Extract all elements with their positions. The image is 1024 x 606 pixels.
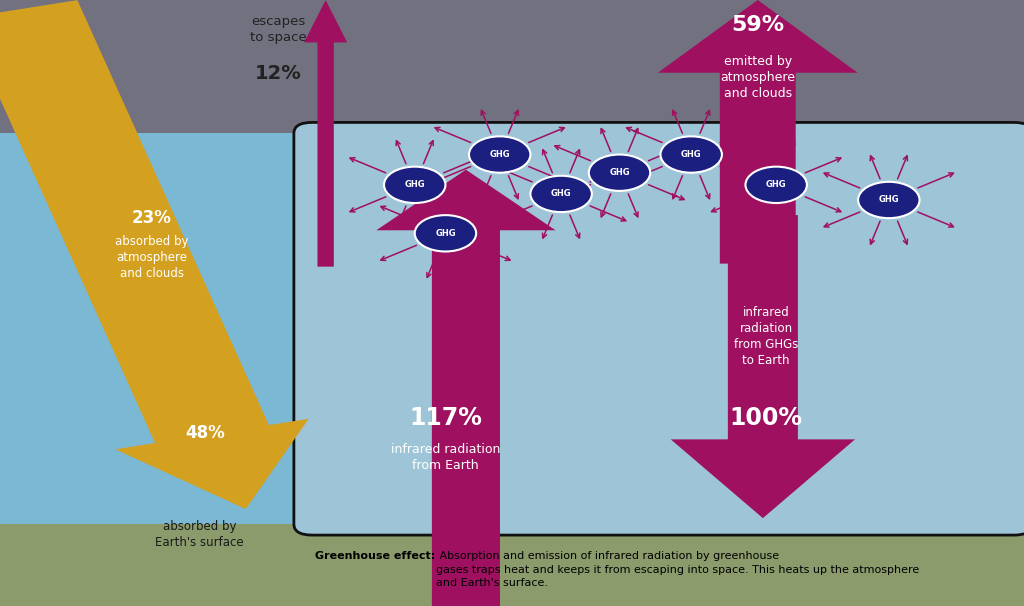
Text: GHG: GHG (489, 150, 510, 159)
Text: Absorption and emission of infrared radiation by greenhouse
gases traps heat and: Absorption and emission of infrared radi… (436, 551, 920, 588)
Polygon shape (657, 0, 858, 264)
Text: 48%: 48% (185, 424, 224, 442)
Text: GHG: GHG (609, 168, 630, 177)
Text: infrared
radiation
from GHGs
to Earth: infrared radiation from GHGs to Earth (734, 306, 798, 367)
Polygon shape (0, 0, 308, 509)
Polygon shape (0, 133, 1024, 524)
Text: GHG: GHG (551, 190, 571, 198)
Ellipse shape (530, 176, 592, 212)
Ellipse shape (745, 167, 807, 203)
Text: 100%: 100% (729, 406, 803, 430)
Text: GHG: GHG (435, 229, 456, 238)
Text: absorbed by
atmosphere
and clouds: absorbed by atmosphere and clouds (115, 235, 188, 280)
Ellipse shape (384, 167, 445, 203)
Polygon shape (671, 215, 855, 518)
Text: emitted by
atmosphere
and clouds: emitted by atmosphere and clouds (720, 55, 796, 99)
Text: GHG: GHG (879, 196, 899, 204)
Ellipse shape (589, 155, 650, 191)
Text: escapes
to space: escapes to space (250, 15, 307, 44)
Text: 117%: 117% (409, 406, 482, 430)
Polygon shape (0, 0, 1024, 133)
Polygon shape (304, 0, 347, 267)
Polygon shape (377, 170, 555, 606)
Ellipse shape (858, 182, 920, 218)
Text: infrared radiation
from Earth: infrared radiation from Earth (391, 443, 500, 472)
Ellipse shape (469, 136, 530, 173)
FancyBboxPatch shape (294, 122, 1024, 535)
Text: 12%: 12% (255, 64, 302, 82)
Polygon shape (0, 524, 1024, 606)
Text: absorbed by
Earth's surface: absorbed by Earth's surface (156, 520, 244, 549)
Text: GHG: GHG (681, 150, 701, 159)
Text: GHG: GHG (766, 181, 786, 189)
Ellipse shape (660, 136, 722, 173)
Ellipse shape (415, 215, 476, 251)
Text: GHG: GHG (404, 181, 425, 189)
Text: Greenhouse effect:: Greenhouse effect: (315, 551, 435, 562)
Text: 23%: 23% (132, 209, 171, 227)
Text: 59%: 59% (731, 15, 784, 35)
